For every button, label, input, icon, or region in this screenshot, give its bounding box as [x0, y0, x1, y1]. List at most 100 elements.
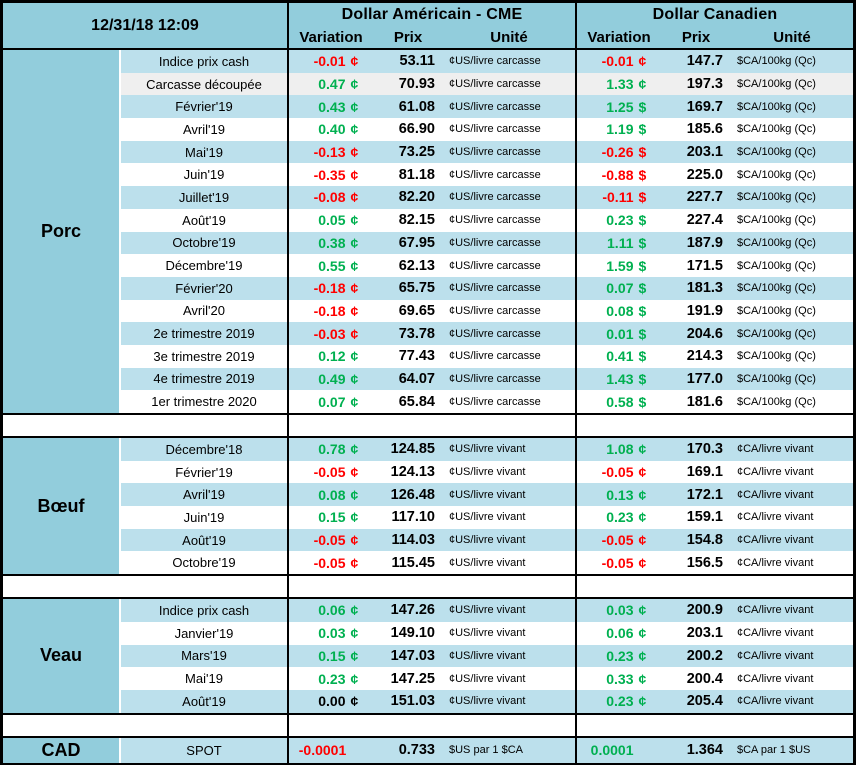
row-label: Février'19 [175, 464, 233, 480]
ca-variation-unit: ¢ [638, 670, 647, 687]
us-variation: 0.47 ¢ [289, 73, 373, 96]
table-row: Août'19 0.00 ¢ 151.03 ¢US/livre vivant 0… [121, 689, 853, 713]
us-variation-unit: ¢ [350, 76, 359, 93]
ca-variation-value: -0.01 [601, 53, 634, 70]
ca-variation: -0.05 ¢ [577, 461, 661, 484]
ca-unit: $CA/100kg (Qc) [737, 327, 816, 340]
ca-variation-unit: $ [638, 189, 647, 206]
ca-unit: ¢CA/livre vivant [737, 488, 814, 501]
grid-line [3, 48, 853, 50]
ca-unit: $CA/100kg (Qc) [737, 146, 816, 159]
divider [575, 483, 577, 507]
us-unit: ¢US/livre vivant [449, 627, 526, 640]
divider [287, 367, 289, 391]
divider [575, 276, 577, 300]
us-unit: ¢US/livre carcasse [449, 304, 541, 317]
ca-price: 200.2 [686, 647, 723, 664]
us-price: 53.11 [399, 53, 436, 70]
ca-price: 156.5 [686, 554, 723, 571]
usd-cells: 0.40 ¢ 66.90 ¢US/livre carcasse [289, 118, 575, 141]
us-price: 65.75 [398, 280, 435, 297]
divider [575, 231, 577, 255]
ca-variation-value: 0.07 [606, 280, 634, 297]
ca-variation-unit: $ [638, 212, 647, 229]
usd-col-prix: Prix [393, 29, 423, 46]
us-variation: 0.07 ¢ [289, 390, 373, 413]
row-label: Avril'20 [183, 303, 225, 319]
cad-cells: 1.19 $ 185.6 $CA/100kg (Qc) [577, 118, 853, 141]
ca-variation: 0.58 $ [577, 390, 661, 413]
us-variation-value: 0.15 [318, 647, 346, 664]
section-label-cell: Veau [3, 599, 121, 713]
us-variation-value: 0.03 [318, 625, 346, 642]
ca-price: 214.3 [686, 348, 723, 365]
ca-variation-unit: $ [638, 302, 647, 319]
us-variation-value: 0.43 [318, 98, 346, 115]
separator-cell [3, 714, 287, 736]
ca-price: 185.6 [686, 121, 723, 138]
divider [287, 415, 289, 436]
ca-variation-value: 0.23 [606, 509, 634, 526]
ca-price: 227.4 [686, 212, 723, 229]
us-variation-value: 0.40 [318, 121, 346, 138]
section-separator [3, 576, 853, 598]
ca-variation-unit: ¢ [638, 625, 647, 642]
divider [575, 95, 577, 119]
ca-unit: ¢CA/livre vivant [737, 511, 814, 524]
ca-price: 191.9 [686, 302, 723, 319]
cad-cells: 0.58 $ 181.6 $CA/100kg (Qc) [577, 390, 853, 413]
ca-unit: $CA/100kg (Qc) [737, 55, 816, 68]
divider [287, 551, 289, 575]
table-row: Juin'19 -0.35 ¢ 81.18 ¢US/livre carcasse… [121, 163, 853, 187]
grid-line [3, 436, 853, 438]
us-variation: -0.18 ¢ [289, 277, 373, 300]
ca-variation-unit: $ [638, 234, 647, 251]
ca-price: 147.7 [686, 53, 723, 70]
ca-variation: 0.06 ¢ [577, 622, 661, 645]
row-label: 1er trimestre 2020 [151, 394, 257, 410]
us-variation: 0.15 ¢ [289, 506, 373, 529]
usd-cells: -0.13 ¢ 73.25 ¢US/livre carcasse [289, 141, 575, 164]
us-variation-value: 0.15 [318, 509, 346, 526]
us-variation-unit: ¢ [350, 144, 359, 161]
ca-variation-value: 0.23 [606, 212, 634, 229]
usd-cells: 0.47 ¢ 70.93 ¢US/livre carcasse [289, 73, 575, 96]
us-variation: 0.00 ¢ [289, 690, 373, 713]
ca-variation: 0.03 ¢ [577, 599, 661, 622]
divider [287, 322, 289, 345]
row-label: Juin'19 [183, 509, 225, 525]
us-price: 82.20 [398, 189, 435, 206]
row-label: Février'20 [175, 280, 233, 296]
ca-variation: 0.23 ¢ [577, 690, 661, 713]
us-variation-unit: ¢ [350, 234, 359, 251]
cad-cells: 0.33 ¢ 200.4 ¢CA/livre vivant [577, 667, 853, 690]
grid-line [3, 735, 853, 738]
ca-variation: 0.41 $ [577, 345, 661, 368]
usd-cells: -0.0001 0.733 $US par 1 $CA [289, 738, 575, 763]
us-variation-unit: ¢ [350, 602, 359, 619]
divider [575, 644, 577, 668]
ca-variation: -0.05 ¢ [577, 551, 661, 574]
us-variation-unit: ¢ [350, 98, 359, 115]
us-variation-value: 0.12 [318, 348, 346, 365]
us-unit: ¢US/livre vivant [449, 604, 526, 617]
ca-price: 187.9 [686, 234, 723, 251]
ca-variation: -0.11 $ [577, 186, 661, 209]
row-label: Août'19 [182, 532, 226, 548]
divider [575, 186, 577, 209]
us-variation: 0.38 ¢ [289, 232, 373, 255]
divider [575, 344, 577, 368]
table-row: 4e trimestre 2019 0.49 ¢ 64.07 ¢US/livre… [121, 367, 853, 391]
ca-variation-value: 1.11 [607, 234, 634, 251]
us-variation-unit: ¢ [350, 532, 359, 549]
ca-variation-value: -0.05 [601, 464, 634, 481]
ca-variation-value: 0.01 [606, 325, 634, 342]
row-label: 3e trimestre 2019 [153, 348, 255, 364]
ca-price: 200.4 [686, 670, 723, 687]
us-unit: ¢US/livre carcasse [449, 78, 541, 91]
section-label: Veau [39, 645, 83, 666]
us-variation: 0.08 ¢ [289, 483, 373, 506]
section-label-cell: Bœuf [3, 438, 121, 575]
ca-variation-value: 1.08 [606, 441, 634, 458]
